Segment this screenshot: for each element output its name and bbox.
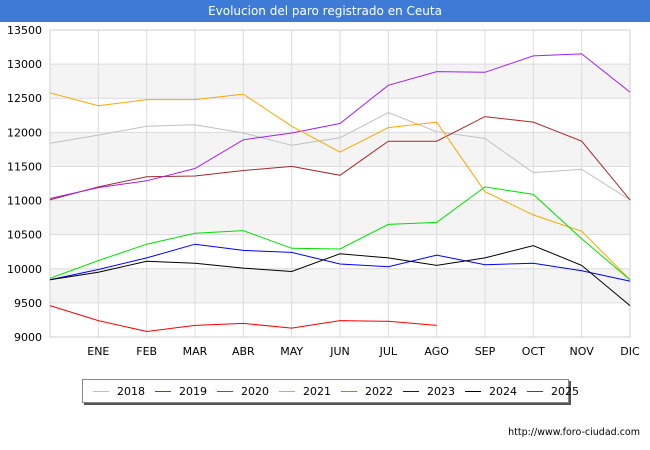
chart-legend: 2018 2019 2020 2021 2022 2023 2024 2025 <box>82 379 579 403</box>
y-tick-label: 13500 <box>7 24 42 37</box>
series-line-2024 <box>49 245 631 306</box>
source-url[interactable]: http://www.foro-ciudad.com <box>508 427 640 438</box>
legend-swatch <box>341 390 357 392</box>
legend-label: 2022 <box>365 384 393 398</box>
x-tick-label: MAR <box>183 345 208 358</box>
plot-border <box>49 29 631 338</box>
legend-item-2018: 2018 <box>93 385 145 398</box>
x-tick-label: ENE <box>87 345 109 358</box>
series-line-2021 <box>49 92 631 281</box>
y-tick-label: 10500 <box>7 229 42 242</box>
x-tick-label: ABR <box>232 345 255 358</box>
x-tick-label: MAY <box>280 345 303 358</box>
series-line-2020 <box>49 53 631 199</box>
y-tick-label: 12500 <box>7 92 42 105</box>
legend-label: 2023 <box>427 384 455 398</box>
x-tick-label: OCT <box>522 345 545 358</box>
y-tick-label: 11000 <box>7 195 42 208</box>
legend-label: 2018 <box>117 384 145 398</box>
y-tick-label: 12000 <box>7 126 42 139</box>
legend-item-2021: 2021 <box>279 385 331 398</box>
legend-swatch <box>465 390 481 392</box>
x-tick-label: DIC <box>620 345 640 358</box>
legend-swatch <box>279 390 295 392</box>
legend-label: 2019 <box>179 384 207 398</box>
series-line-2023 <box>49 243 631 282</box>
x-tick-label: JUN <box>329 345 350 358</box>
legend-item-2022: 2022 <box>341 385 393 398</box>
legend-item-2023: 2023 <box>403 385 455 398</box>
y-tick-label: 13000 <box>7 58 42 71</box>
y-tick-label: 10000 <box>7 263 42 276</box>
legend-item-2020: 2020 <box>217 385 269 398</box>
legend-label: 2025 <box>551 384 579 398</box>
legend-label: 2024 <box>489 384 517 398</box>
chart-title: Evolucion del paro registrado en Ceuta <box>0 0 650 22</box>
legend-swatch <box>217 390 233 392</box>
x-tick-label: SEP <box>475 345 496 358</box>
series-line-2022 <box>49 186 631 281</box>
legend-label: 2021 <box>303 384 331 398</box>
x-tick-label: JUL <box>379 345 398 358</box>
legend-item-2019: 2019 <box>155 385 207 398</box>
x-tick-label: NOV <box>570 345 595 358</box>
legend-swatch <box>93 390 109 392</box>
series-line-2019 <box>49 116 631 201</box>
x-tick-label: AGO <box>424 345 449 358</box>
legend-label: 2020 <box>241 384 269 398</box>
legend-item-2025: 2025 <box>527 385 579 398</box>
series-line-2018 <box>49 111 631 201</box>
y-tick-label: 11500 <box>7 160 42 173</box>
y-tick-label: 9000 <box>14 331 42 344</box>
x-tick-label: FEB <box>136 345 157 358</box>
legend-swatch <box>403 390 419 392</box>
legend-item-2024: 2024 <box>465 385 517 398</box>
legend-swatch <box>527 390 543 392</box>
series-line-2025 <box>49 305 437 333</box>
legend-swatch <box>155 390 171 392</box>
y-tick-label: 9500 <box>14 297 42 310</box>
